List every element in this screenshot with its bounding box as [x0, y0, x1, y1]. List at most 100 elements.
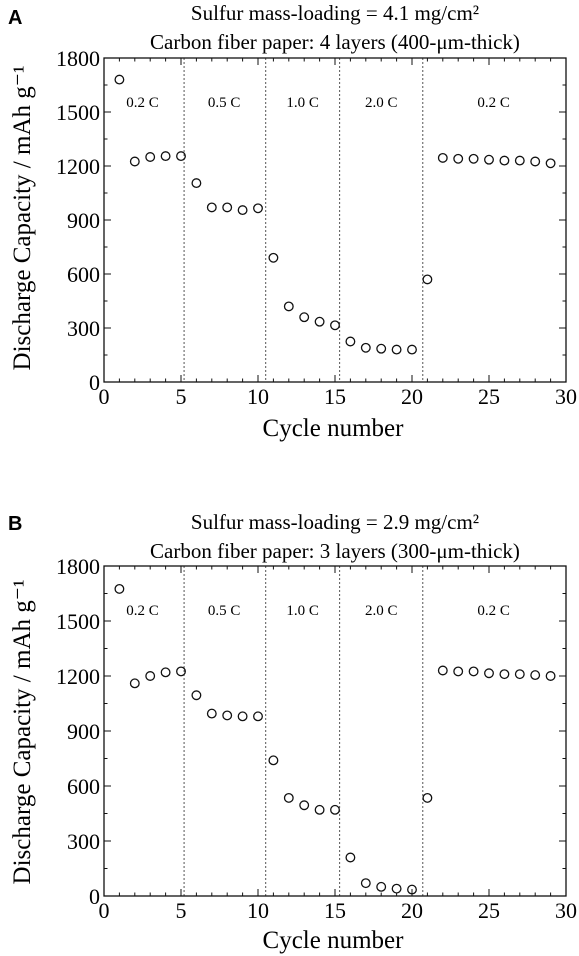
panel-b-x-tick-label: 10 — [247, 898, 269, 923]
panel-a-x-tick-label: 30 — [555, 384, 577, 409]
panel-b-y-tick-label: 0 — [89, 884, 100, 909]
panel-b-title-line-1: Sulfur mass-loading = 2.9 mg/cm² — [191, 510, 479, 534]
panel-b-x-tick-label: 25 — [478, 898, 500, 923]
panel-b-y-tick-label: 1200 — [56, 664, 100, 689]
panel-b-x-tick-label: 0 — [99, 898, 110, 923]
panel-b-plot: 0.2 C 0.5 C 1.0 C 2.0 C 0.2 C0 5 10 15 20 25 30030… — [56, 554, 577, 923]
panel-a-data-point — [437, 152, 448, 163]
panel-b-data-point — [453, 666, 464, 677]
panel-a-data-point — [514, 155, 525, 166]
panel-a-rate-label: 0.2 C — [477, 95, 510, 111]
panel-a-data-point — [222, 202, 233, 213]
panel-a-x-axis-label: Cycle number — [263, 415, 405, 442]
panel-b-x-axis-label: Cycle number — [263, 927, 405, 954]
panel-a-data-point — [407, 344, 417, 355]
panel-a-data-point — [499, 155, 510, 166]
panel-a-data-point — [176, 151, 186, 162]
panel-a-x-tick-label: 5 — [176, 384, 187, 409]
panel-b-data-point — [237, 711, 248, 722]
panel-a-y-tick-label: 300 — [67, 316, 100, 341]
panel-b-data-point — [129, 678, 140, 689]
panel-a-y-tick-label: 600 — [67, 262, 100, 287]
panel-a-data-point — [283, 301, 294, 312]
panel-a-x-tick-label: 20 — [401, 384, 423, 409]
panel-b-y-tick-label: 1500 — [56, 609, 100, 634]
panel-a-plot: 0.2 C 0.5 C 1.0 C 2.0 C 0.2 C0 5 10 15 20 25 30030… — [56, 46, 577, 409]
panel-a-data-point — [114, 74, 125, 85]
panel-a-x-tick-label: 10 — [247, 384, 269, 409]
panel-b-data-point — [176, 666, 186, 677]
panel-b-data-point — [283, 792, 294, 803]
panel-b-data-point — [114, 583, 125, 594]
panel-a-data-point — [391, 344, 402, 355]
panel-b-y-tick-label: 300 — [67, 829, 100, 854]
panel-b-data-point — [468, 666, 479, 677]
panel-b-data-point — [268, 755, 279, 766]
panel-b-x-tick-label: 20 — [401, 898, 423, 923]
panel-b-data-point — [345, 852, 356, 863]
panel-a-y-axis-label: Discharge Capacity / mAh g⁻¹ — [9, 66, 36, 371]
panel-a-y-tick-label: 1200 — [56, 154, 100, 179]
panel-a-data-point — [360, 342, 371, 353]
panel-b-data-point — [222, 710, 233, 721]
panel-a-letter: A — [8, 7, 22, 29]
panel-a-data-point — [160, 151, 171, 162]
panel-a-x-tick-label: 0 — [99, 384, 110, 409]
panel-b-rate-label: 2.0 C — [365, 603, 398, 619]
panel-a-y-tick-label: 1800 — [56, 46, 100, 71]
panel-a-data-point — [345, 336, 356, 347]
panel-b-title-line-2: Carbon fiber paper: 3 layers (300-μm-thi… — [150, 539, 520, 563]
panel-a-data-point — [268, 252, 279, 263]
panel-a-data-point — [484, 154, 494, 165]
panel-b-rate-label: 1.0 C — [286, 603, 319, 619]
panel-b-y-tick-label: 1800 — [56, 554, 100, 579]
panel-b-rate-label: 0.5 C — [208, 603, 241, 619]
panel-b-data-point — [314, 804, 325, 815]
panel-a-rate-label: 0.2 C — [126, 95, 159, 111]
panel-b-data-point — [253, 711, 263, 722]
panel-a-title-line-1: Sulfur mass-loading = 4.1 mg/cm² — [191, 1, 479, 25]
panel-a-y-tick-label: 900 — [67, 208, 100, 233]
panel-a-data-point — [237, 205, 248, 216]
panel-a-data-point — [299, 312, 310, 323]
panel-a-data-point — [453, 153, 464, 164]
panel-b-y-tick-label: 600 — [67, 774, 100, 799]
panel-b-x-tick-label: 5 — [176, 898, 187, 923]
panel-b-data-point — [206, 708, 217, 719]
panel-b-data-point — [376, 881, 387, 892]
panel-a-data-point — [545, 158, 556, 169]
panel-a-data-point — [530, 156, 541, 167]
panel-b-data-point — [407, 884, 417, 895]
panel-a-data-point — [422, 274, 433, 285]
panel-a-data-point — [314, 316, 325, 327]
panel-b-data-point — [145, 671, 156, 681]
panel-a-data-point — [376, 343, 387, 354]
panel-b-data-point — [530, 670, 541, 681]
panel-a-data-point — [253, 203, 263, 214]
panel-b-data-point — [330, 804, 340, 815]
panel-a-rate-label: 1.0 C — [286, 95, 319, 111]
panel-a-data-point — [468, 153, 479, 164]
panel-b-data-point — [422, 792, 433, 803]
panel-b-y-axis-label: Discharge Capacity / mAh g⁻¹ — [9, 580, 36, 885]
panel-b-data-point — [360, 878, 371, 889]
panel-b-y-tick-label: 900 — [67, 719, 100, 744]
panel-a-data-point — [206, 202, 217, 213]
panel-b-data-point — [191, 690, 202, 701]
panel-a-x-tick-label: 15 — [324, 384, 346, 409]
panel-a-x-tick-label: 25 — [478, 384, 500, 409]
panel-a-rate-label: 0.5 C — [208, 95, 241, 111]
panel-a-data-point — [191, 178, 202, 189]
panel-b-data-point — [437, 665, 448, 676]
panel-a-y-tick-label: 1500 — [56, 100, 100, 125]
panel-b-x-tick-label: 30 — [555, 898, 577, 923]
panel-b-data-point — [484, 668, 494, 679]
panel-a-data-point — [129, 156, 140, 167]
panel-b-x-tick-label: 15 — [324, 898, 346, 923]
panel-a-data-point — [145, 152, 156, 162]
panel-b-data-point — [391, 883, 402, 894]
panel-b-data-point — [160, 667, 171, 678]
panel-b-letter: B — [8, 513, 22, 535]
panel-a-y-tick-label: 0 — [89, 370, 100, 395]
